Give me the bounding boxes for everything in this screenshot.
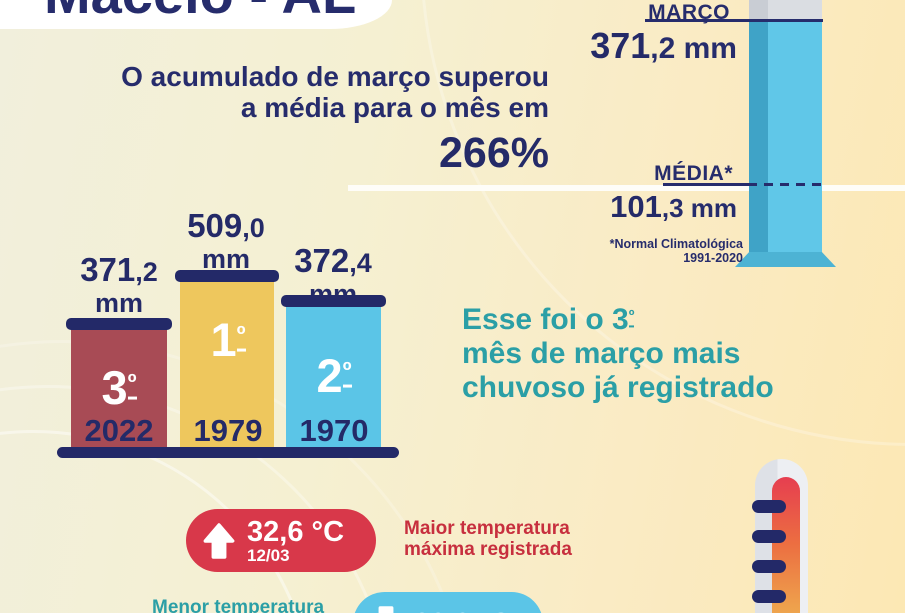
bar-1979 [180, 282, 274, 447]
highlight-line-1: Esse foi o 3º [462, 303, 635, 336]
arrow-up-icon [203, 522, 235, 559]
podium-baseline [57, 447, 399, 458]
media-value-int: 101 [610, 189, 662, 224]
percent-value: 266% [439, 129, 549, 177]
thermometer-tick [752, 530, 786, 543]
march-value-int: 371 [590, 25, 651, 66]
rank-label: 3º [101, 361, 137, 414]
bar-1970 [286, 307, 381, 447]
min-temp-text: 22,0 °C [414, 609, 511, 613]
empty-top [749, 0, 822, 21]
min-temp-label: Menor temperatura [152, 597, 325, 613]
year-label: 1979 [193, 413, 263, 448]
media-label: MÉDIA* [654, 162, 733, 185]
media-value-rest: ,3 mm [661, 193, 737, 223]
march-value-rest: ,2 mm [650, 32, 737, 65]
highlight-line-2: mês de março mais [462, 337, 741, 370]
thermometer-illustration [752, 459, 808, 613]
thermometer-tick [752, 500, 786, 513]
water-shade [749, 0, 768, 256]
bar-cap [66, 318, 172, 330]
year-label: 1970 [299, 413, 369, 448]
footnote-line-2: 1991-2020 [683, 251, 743, 265]
rank-label: 1º [210, 313, 246, 366]
page-title: Maceió - AL [44, 0, 356, 22]
media-value: 101,3 mm [610, 189, 737, 225]
thermometer-tick [752, 590, 786, 603]
intro-text: O acumulado de março superou a média par… [121, 61, 549, 176]
max-temp-date: 12/03 [247, 545, 290, 565]
year-label: 2022 [84, 413, 154, 448]
max-temp-label: Maior temperatura máxima registrada [404, 518, 572, 560]
gauge-base [735, 252, 836, 267]
podium-chart: 371,2 mm 509,0 mm 372,4 mm 3º 1º 2º 2022… [0, 0, 460, 470]
min-temp-value: 22,0 °C [414, 609, 511, 613]
header: Maceió - AL [0, 0, 392, 29]
empty-top-shade [749, 0, 768, 21]
max-temp-badge: 32,6 °C 12/03 [186, 509, 376, 572]
rank-label: 2º [316, 349, 352, 402]
intro-line-2: a média para o mês em [240, 92, 549, 123]
bar-value-label: 509,0 mm [187, 207, 265, 274]
max-temp-label-line-1: Maior temperatura [404, 518, 570, 539]
media-underline [663, 183, 748, 186]
bar-cap [175, 270, 279, 282]
intro-line-1: O acumulado de março superou [121, 61, 549, 92]
thermometer-tick [752, 560, 786, 573]
march-value: 371,2 mm [590, 25, 737, 67]
max-temp-text: 32,6 °C 12/03 [247, 517, 344, 565]
march-level-line [645, 19, 823, 22]
gauge-footnote: *Normal Climatológica 1991-2020 [610, 237, 743, 265]
highlight-line-3: chuvoso já registrado [462, 371, 774, 404]
footnote-line-1: *Normal Climatológica [609, 237, 743, 251]
max-temp-label-line-2: máxima registrada [404, 539, 572, 560]
media-dashed-line [748, 183, 823, 186]
min-temp-badge: 22,0 °C [353, 592, 543, 613]
media-level-line [348, 185, 905, 191]
bar-2022 [71, 330, 167, 447]
bar-value-label: 371,2 mm [80, 251, 158, 318]
highlight-text: Esse foi o 3º mês de março mais chuvoso … [462, 303, 774, 405]
bar-cap [281, 295, 386, 307]
rain-gauge-cylinder [749, 0, 822, 256]
rain-gauge: MARÇO 371,2 mm MÉDIA* 101,3 mm *Normal C… [0, 0, 905, 290]
max-temp-value: 32,6 °C [247, 515, 345, 548]
march-label: MARÇO [648, 1, 730, 24]
arrow-down-icon [370, 605, 402, 613]
